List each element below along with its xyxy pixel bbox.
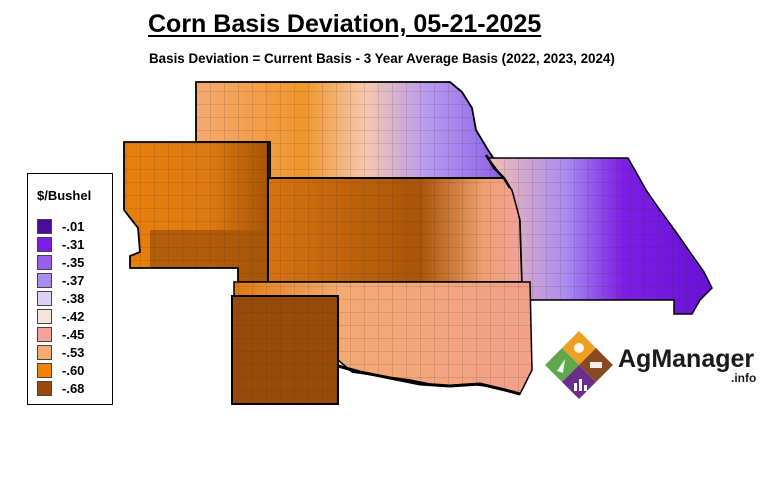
legend-title: $/Bushel: [37, 188, 92, 203]
legend-item: -.35: [37, 254, 84, 270]
legend-item: -.68: [37, 381, 84, 397]
legend-item: -.53: [37, 345, 84, 361]
legend-item: -.45: [37, 327, 84, 343]
legend-label: -.53: [62, 345, 85, 361]
agmanager-logo-mark: [545, 331, 613, 399]
legend-label: -.38: [62, 290, 85, 306]
legend-label: -.01: [62, 218, 85, 234]
legend-swatch: [37, 345, 52, 361]
kansas-region: [267, 177, 524, 283]
texas-panhandle-region: [231, 295, 339, 405]
legend-label: -.68: [62, 381, 85, 397]
legend-item: -.42: [37, 309, 84, 325]
legend-item: -.01: [37, 218, 84, 234]
legend-swatch: [37, 290, 52, 306]
legend-swatch: [37, 381, 52, 397]
legend-label: -.37: [62, 272, 85, 288]
legend-swatch: [37, 272, 52, 288]
oklahoma-region: [233, 281, 533, 396]
colorado-region: [123, 141, 269, 283]
legend-label: -.31: [62, 236, 85, 252]
legend-swatch: [37, 363, 52, 379]
legend-item: -.31: [37, 236, 84, 252]
agmanager-suffix: .info: [731, 371, 757, 385]
legend-swatch: [37, 236, 52, 252]
legend-label: -.60: [62, 363, 85, 379]
legend-item: -.60: [37, 363, 84, 379]
nebraska-region: [195, 81, 507, 179]
agmanager-wordmark: AgManager: [618, 345, 755, 373]
legend: $/Bushel -.01 -.31 -.35 -.37 -.38 -.42 -.45 -.5…: [27, 173, 113, 405]
legend-swatch: [37, 309, 52, 324]
legend-label: -.42: [62, 309, 85, 324]
legend-label: -.45: [62, 327, 85, 343]
missouri-region: [486, 157, 713, 315]
legend-item: -.38: [37, 290, 84, 306]
legend-swatch: [37, 218, 52, 234]
legend-label: -.35: [62, 254, 85, 270]
page-title: Corn Basis Deviation, 05-21-2025: [148, 10, 542, 38]
legend-item: -.37: [37, 272, 84, 288]
legend-swatch: [37, 254, 52, 270]
page-subtitle: Basis Deviation = Current Basis - 3 Year…: [149, 51, 615, 66]
legend-swatch: [37, 327, 52, 343]
